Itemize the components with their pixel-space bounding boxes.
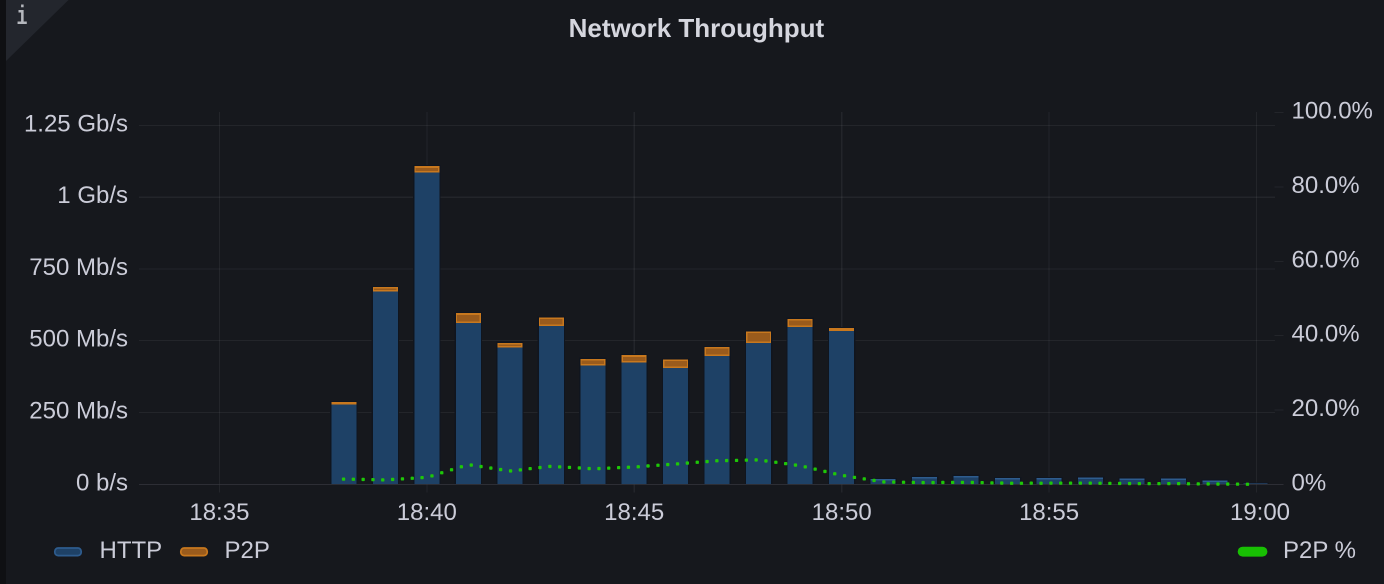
svg-text:500 Mb/s: 500 Mb/s <box>29 326 128 353</box>
svg-text:HTTP: HTTP <box>100 537 163 564</box>
svg-text:18:50: 18:50 <box>812 499 872 526</box>
svg-text:80.0%: 80.0% <box>1292 172 1360 199</box>
svg-text:250 Mb/s: 250 Mb/s <box>29 397 128 424</box>
svg-text:19:00: 19:00 <box>1230 499 1290 526</box>
svg-text:20.0%: 20.0% <box>1292 395 1360 422</box>
svg-text:60.0%: 60.0% <box>1292 246 1360 273</box>
svg-text:100.0%: 100.0% <box>1292 98 1373 125</box>
svg-text:Network Throughput: Network Throughput <box>569 13 825 43</box>
svg-text:P2P %: P2P % <box>1283 537 1356 564</box>
svg-text:18:45: 18:45 <box>604 499 664 526</box>
svg-text:1.25 Gb/s: 1.25 Gb/s <box>24 111 128 138</box>
svg-text:750 Mb/s: 750 Mb/s <box>29 254 128 281</box>
svg-text:P2P: P2P <box>225 537 270 564</box>
svg-text:1 Gb/s: 1 Gb/s <box>57 182 128 209</box>
svg-text:18:35: 18:35 <box>189 499 249 526</box>
svg-text:40.0%: 40.0% <box>1292 321 1360 348</box>
svg-text:18:55: 18:55 <box>1019 499 1079 526</box>
svg-text:18:40: 18:40 <box>397 499 457 526</box>
svg-text:i: i <box>16 2 27 32</box>
svg-text:0 b/s: 0 b/s <box>76 469 128 496</box>
svg-text:0%: 0% <box>1292 469 1327 496</box>
